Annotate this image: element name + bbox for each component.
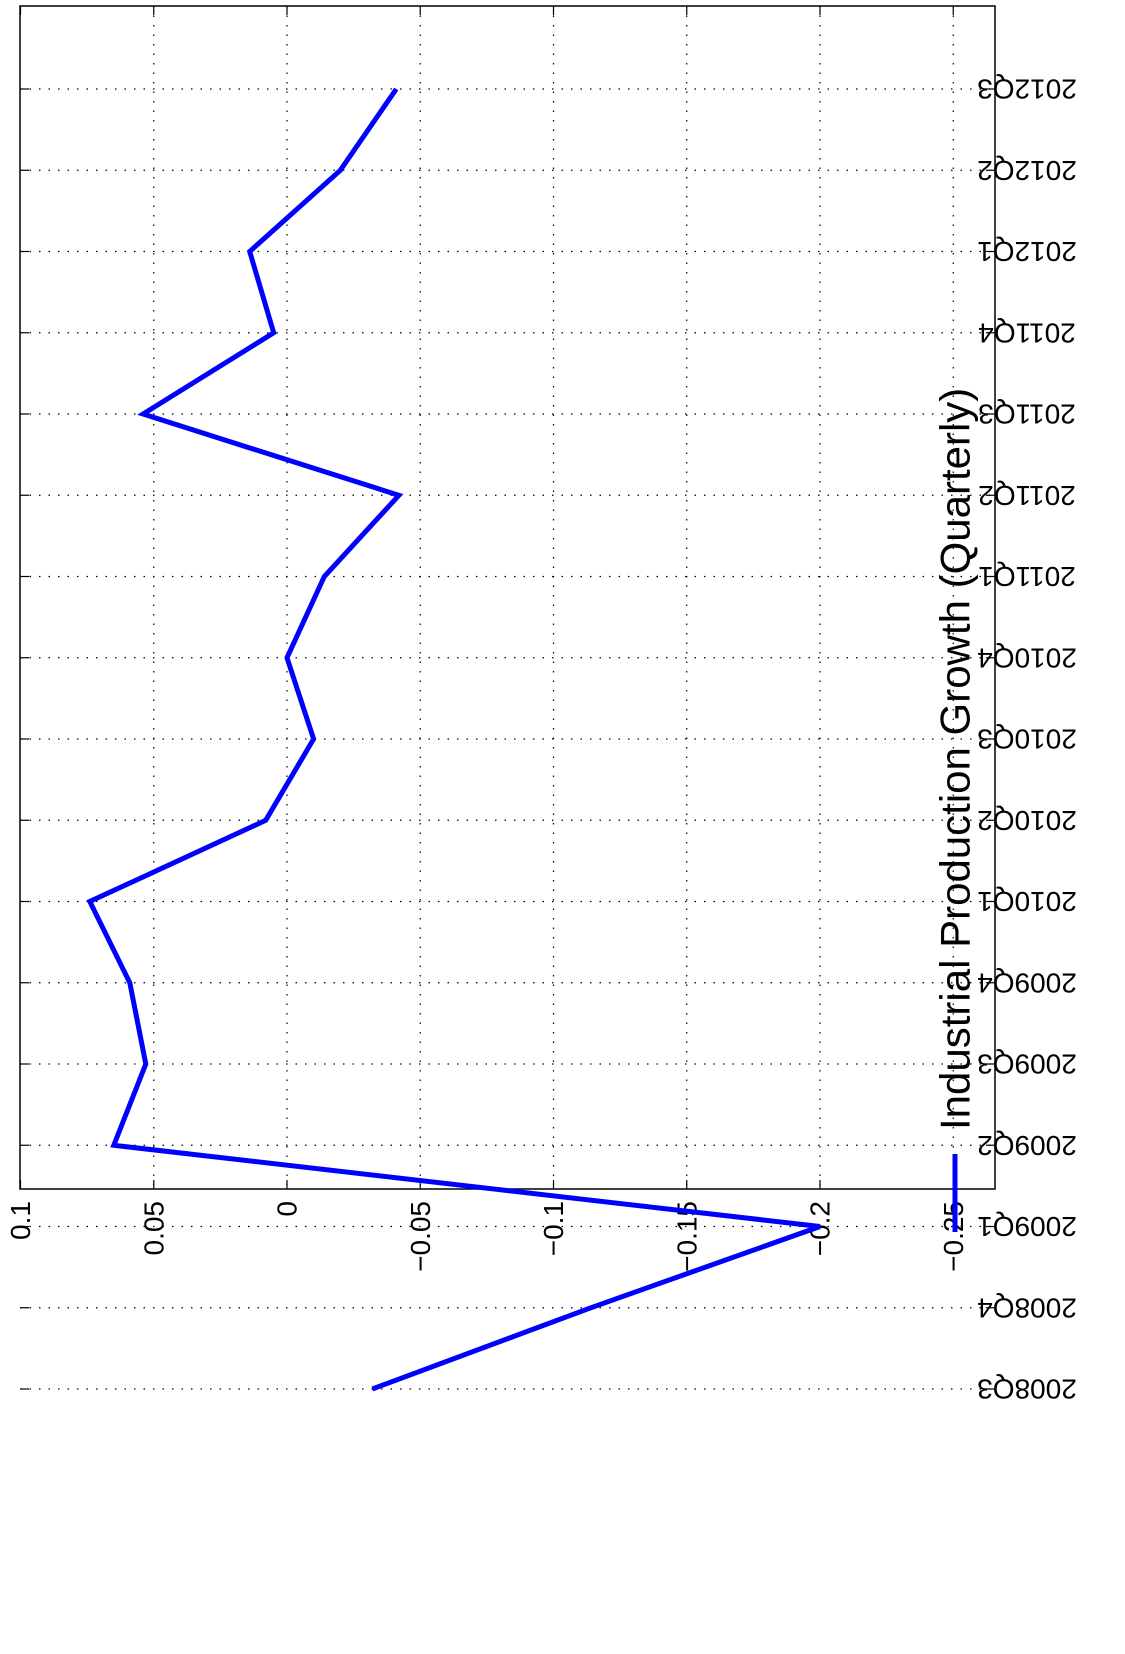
value-tick-label: 0.1 — [5, 1201, 36, 1240]
value-tick-label: 0 — [272, 1201, 303, 1217]
series-line — [90, 89, 820, 1389]
legend: Industrial Production Growth (Quarterly) — [932, 388, 979, 1232]
plot-frame — [20, 6, 995, 1189]
legend-label: Industrial Production Growth (Quarterly) — [932, 388, 979, 1130]
category-tick-label: 2011Q2 — [978, 480, 1076, 511]
category-tick-label: 2012Q1 — [977, 236, 1077, 267]
value-tick-label: 0.05 — [138, 1201, 169, 1256]
category-tick-label: 2011Q1 — [978, 561, 1076, 592]
category-tick-label: 2010Q4 — [977, 642, 1077, 673]
category-tick-label: 2012Q3 — [977, 74, 1077, 105]
category-tick-label: 2008Q4 — [977, 1292, 1077, 1323]
category-tick-label: 2009Q2 — [977, 1130, 1077, 1161]
category-tick-label: 2009Q1 — [977, 1211, 1077, 1242]
value-tick-label: −0.05 — [405, 1201, 436, 1272]
category-tick-label: 2011Q3 — [978, 399, 1076, 430]
category-tick-label: 2009Q4 — [977, 967, 1077, 998]
category-tick-label: 2009Q3 — [977, 1049, 1077, 1080]
category-tick-label: 2010Q2 — [977, 805, 1077, 836]
series — [90, 89, 820, 1389]
category-tick-label: 2011Q4 — [978, 317, 1076, 348]
category-tick-label: 2008Q3 — [977, 1374, 1077, 1405]
category-tick-label: 2010Q1 — [977, 886, 1077, 917]
grid — [20, 6, 995, 1389]
category-axis-labels: 2008Q3 2008Q4 2009Q1 2009Q2 2009Q3 2009Q4 2010… — [977, 74, 1077, 1405]
category-tick-label: 2012Q2 — [977, 155, 1077, 186]
value-tick-label: −0.1 — [538, 1201, 569, 1256]
ticks — [20, 6, 995, 1389]
category-tick-label: 2010Q3 — [977, 724, 1077, 755]
